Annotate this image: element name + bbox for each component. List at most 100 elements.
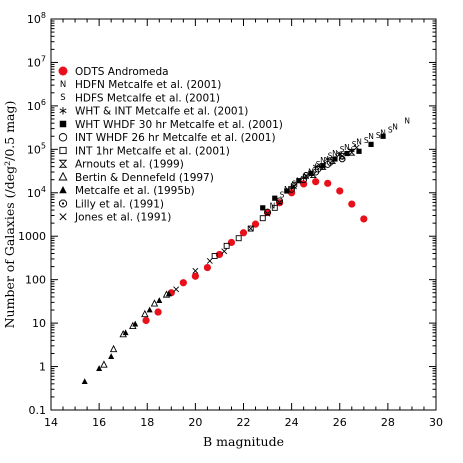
data-point (328, 157, 337, 164)
data-point (235, 235, 242, 242)
data-point (108, 353, 115, 359)
data-point: N (344, 143, 350, 152)
legend-marker (59, 186, 67, 194)
data-point (276, 199, 283, 206)
data-point (260, 205, 266, 211)
data-point (259, 215, 266, 222)
legend-marker (59, 213, 67, 221)
octagon-outline (338, 155, 346, 163)
legend: ODTS Andromeda N HDFN Metcalfe et al. (200… (58, 66, 283, 224)
data-point: N (368, 132, 374, 141)
data-point (150, 299, 159, 307)
octagon-dot (61, 202, 65, 205)
data-point (132, 320, 139, 327)
data-point (156, 297, 163, 303)
data-point: S (280, 190, 285, 199)
legend-label: WHT WHDF 30 hr Metcalfe et al. (2001) (75, 119, 283, 131)
series-odts-andromeda (142, 178, 368, 325)
data-point (146, 306, 153, 313)
y-tick-label: 100 (25, 274, 46, 287)
data-point (324, 179, 332, 187)
data-point: N (392, 122, 398, 131)
x-tick-label: 14 (44, 416, 58, 429)
data-point: S (352, 140, 357, 149)
data-point (338, 155, 346, 163)
data-point: N (380, 128, 386, 137)
legend-label: ODTS Andromeda (75, 66, 169, 78)
data-point (312, 178, 320, 186)
data-point (247, 225, 254, 232)
data-point (320, 163, 326, 169)
data-point: S (388, 126, 393, 135)
legend-marker (58, 66, 68, 76)
x-tick-label: 16 (92, 416, 106, 429)
series-int-1hr-metcalfe-et-al-2001 (211, 204, 278, 259)
legend-marker (59, 107, 67, 115)
data-point: S (340, 145, 345, 154)
legend-label: Jones et al. (1991) (74, 212, 171, 224)
legend-label: HDFS Metcalfe et al. (2001) (75, 92, 220, 104)
data-point (142, 316, 150, 325)
legend-marker: S (60, 93, 65, 103)
legend-marker (59, 146, 67, 155)
data-point (368, 141, 374, 147)
data-point (308, 170, 314, 176)
legend-label: Bertin & Dennefeld (1997) (75, 172, 214, 184)
data-point (227, 238, 236, 247)
data-point (348, 200, 356, 208)
data-point (348, 149, 356, 156)
x-tick-label: 26 (333, 416, 347, 429)
legend-label: Arnouts et al. (1999) (75, 159, 184, 171)
data-point (251, 220, 260, 228)
y-tick-label: 104 (27, 185, 46, 200)
data-point (179, 279, 187, 287)
data-point (271, 204, 278, 211)
data-point (247, 225, 254, 232)
data-point (336, 187, 344, 195)
data-point (203, 263, 212, 272)
data-point (221, 248, 228, 255)
data-point: S (364, 136, 369, 145)
data-point (291, 183, 297, 190)
legend-marker (59, 199, 67, 208)
data-point (191, 272, 199, 280)
legend-label: INT 1hr Metcalfe et al. (2001) (75, 145, 230, 157)
data-point (122, 329, 129, 336)
data-point (356, 148, 362, 154)
octagon-dot (329, 161, 332, 164)
legend-label: INT WHDF 26 hr Metcalfe et al. (2001) (75, 132, 276, 144)
series-jones-et-al-1991 (173, 144, 360, 293)
y-tick-label: 1 (39, 361, 46, 374)
data-point (272, 195, 278, 201)
y-tick-label: 106 (27, 98, 46, 113)
legend-marker: N (60, 80, 66, 90)
data-point (319, 163, 327, 170)
x-tick-label: 28 (381, 416, 395, 429)
data-point (264, 210, 271, 217)
series-metcalfe-et-al-1995b (81, 290, 172, 385)
data-point (81, 378, 88, 385)
legend-marker (59, 120, 67, 128)
data-point (360, 215, 368, 223)
legend-label: Lilly et al. (1991) (75, 198, 164, 210)
data-point (192, 267, 199, 274)
data-point: N (356, 137, 362, 146)
octagon-outline (326, 159, 334, 166)
y-tick-label: 1000 (18, 230, 46, 243)
data-marks: NNNNNNNNNNNNSSSSSSSSSS (81, 117, 410, 385)
x-axis-label: B magnitude (203, 434, 284, 449)
data-point (154, 308, 162, 316)
y-tick-label: 0.1 (29, 404, 47, 417)
x-tick-label: 30 (429, 416, 443, 429)
data-point: N (404, 117, 410, 126)
data-point (239, 229, 248, 237)
data-point (380, 133, 386, 139)
data-point (353, 144, 360, 151)
data-point (336, 151, 343, 157)
x-tick-label: 22 (237, 416, 251, 429)
series-wht-whdf-30-hr-metcalfe-et-al-2001 (260, 133, 386, 211)
data-point (215, 250, 224, 259)
data-point (296, 178, 302, 184)
data-point (309, 171, 317, 178)
